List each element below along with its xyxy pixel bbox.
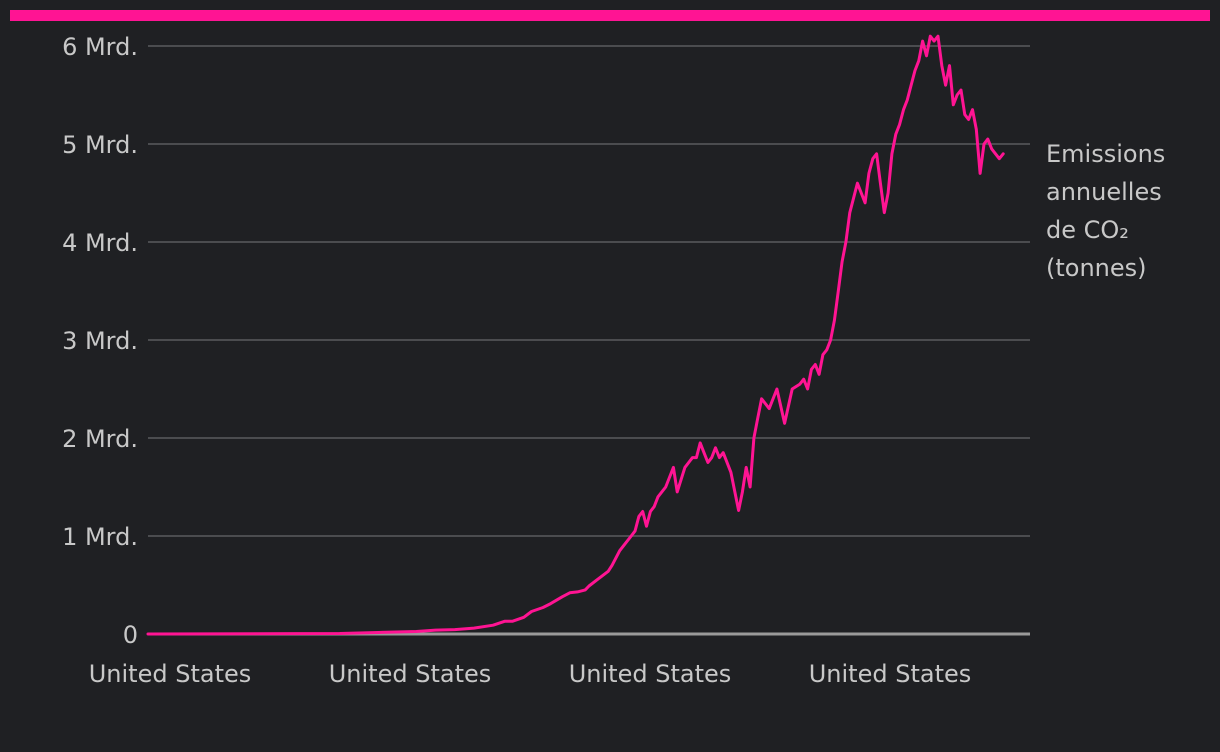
series-label: Emissions annuelles de CO₂ (tonnes) <box>1046 140 1165 282</box>
y-tick-label: 1 Mrd. <box>62 523 138 551</box>
y-tick-label: 3 Mrd. <box>62 327 138 355</box>
y-tick-label: 0 <box>123 621 138 649</box>
y-axis-ticks: 0 1 Mrd. 2 Mrd. 3 Mrd. 4 Mrd. 5 Mrd. 6 Mrd. <box>62 33 138 649</box>
x-tick-label: United States <box>809 660 972 688</box>
series-label-line: annuelles <box>1046 178 1162 206</box>
series-label-line: de CO₂ <box>1046 216 1129 244</box>
y-tick-label: 5 Mrd. <box>62 131 138 159</box>
x-axis-ticks: United States United States United States U… <box>89 660 972 688</box>
series-label-line: (tonnes) <box>1046 254 1147 282</box>
grid-lines <box>148 45 1030 636</box>
x-tick-label: United States <box>569 660 732 688</box>
x-tick-label: United States <box>329 660 492 688</box>
y-tick-label: 4 Mrd. <box>62 229 138 257</box>
y-tick-label: 6 Mrd. <box>62 33 138 61</box>
series-label-line: Emissions <box>1046 140 1165 168</box>
series-group <box>146 34 1005 636</box>
x-tick-label: United States <box>89 660 252 688</box>
y-tick-label: 2 Mrd. <box>62 425 138 453</box>
series-line <box>146 34 1005 636</box>
accent-bar <box>10 10 1210 21</box>
